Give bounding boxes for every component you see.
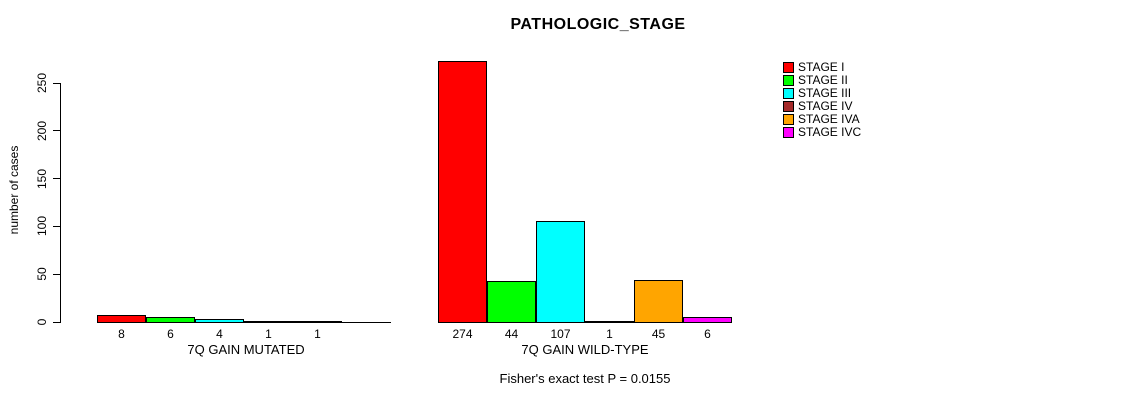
legend-swatch-icon	[783, 127, 794, 138]
legend-swatch-icon	[783, 75, 794, 86]
legend-item: STAGE IV	[783, 100, 861, 113]
y-axis-label: number of cases	[7, 145, 21, 235]
bar-value-label: 45	[651, 327, 666, 341]
bar-value-label: 6	[704, 327, 711, 341]
legend-label: STAGE III	[798, 86, 852, 100]
bar-value-label: 8	[118, 327, 125, 341]
fisher-test-caption: Fisher's exact test P = 0.0155	[499, 371, 671, 386]
bar-stage-iva	[634, 280, 683, 323]
legend-label: STAGE IVA	[798, 112, 860, 126]
legend-swatch-icon	[783, 114, 794, 125]
bar-stage-iv	[585, 321, 634, 323]
bar-stage-ii	[487, 281, 536, 323]
legend-label: STAGE I	[798, 60, 845, 74]
x-group-label-mutated: 7Q GAIN MUTATED	[187, 342, 305, 357]
bar-stage-iva	[293, 321, 342, 323]
legend-swatch-icon	[783, 88, 794, 99]
legend-label: STAGE II	[798, 73, 848, 87]
y-tick	[53, 178, 60, 180]
y-tick-label: 0	[35, 318, 49, 326]
y-tick	[53, 82, 60, 84]
legend-item: STAGE IVC	[783, 126, 861, 139]
bar-value-label: 1	[265, 327, 272, 341]
bar-value-label: 274	[452, 327, 473, 341]
legend-swatch-icon	[783, 101, 794, 112]
bar-stage-ii	[146, 317, 195, 323]
bar-value-label: 107	[550, 327, 571, 341]
legend-swatch-icon	[783, 62, 794, 73]
legend-item: STAGE I	[783, 61, 861, 74]
y-tick	[53, 130, 60, 132]
legend-item: STAGE IVA	[783, 113, 861, 126]
legend-label: STAGE IV	[798, 99, 853, 113]
legend-label: STAGE IVC	[798, 125, 862, 139]
y-tick-label: 250	[35, 72, 49, 94]
legend-item: STAGE II	[783, 74, 861, 87]
bar-value-label: 1	[314, 327, 321, 341]
y-axis-line	[60, 83, 61, 323]
y-tick-label: 150	[35, 168, 49, 189]
bar-stage-i	[438, 61, 487, 323]
bar-value-label: 1	[606, 327, 613, 341]
chart-title: PATHOLOGIC_STAGE	[510, 16, 686, 33]
bar-stage-i	[97, 315, 146, 323]
bar-stage-iii	[195, 319, 244, 323]
legend: STAGE I STAGE II STAGE III STAGE IV STAGE IV…	[783, 61, 861, 139]
y-tick-label: 100	[35, 216, 49, 237]
bar-value-label: 44	[504, 327, 519, 341]
bar-value-label: 4	[216, 327, 223, 341]
bar-stage-iii	[536, 221, 585, 323]
bar-stage-ivc	[683, 317, 732, 323]
x-group-label-wildtype: 7Q GAIN WILD-TYPE	[521, 342, 649, 357]
y-tick-label: 50	[35, 267, 49, 281]
y-tick	[53, 225, 60, 227]
bar-value-label: 6	[167, 327, 174, 341]
y-tick	[53, 321, 60, 323]
y-tick-label: 200	[35, 120, 49, 141]
y-tick	[53, 273, 60, 275]
bar-stage-iv	[244, 321, 293, 323]
legend-item: STAGE III	[783, 87, 861, 100]
